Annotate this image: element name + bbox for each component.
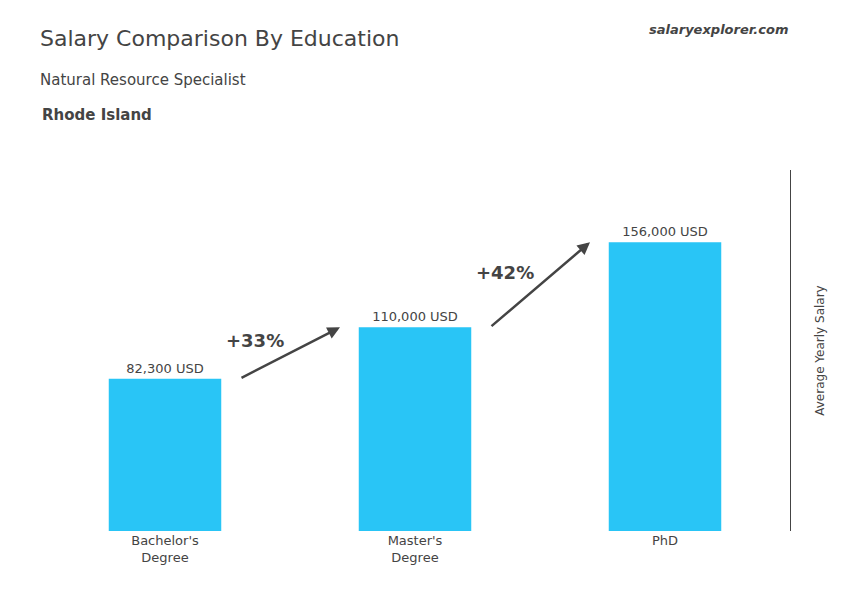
svg-text:PhD: PhD xyxy=(652,533,678,548)
svg-text:Rhode Island: Rhode Island xyxy=(42,106,152,124)
svg-text:Average Yearly Salary: Average Yearly Salary xyxy=(813,285,827,415)
svg-text:82,300 USD: 82,300 USD xyxy=(126,361,203,376)
svg-text:Master'sDegree: Master'sDegree xyxy=(388,533,443,565)
svg-text:Salary Comparison By Education: Salary Comparison By Education xyxy=(40,26,399,51)
svg-text:+33%: +33% xyxy=(226,330,284,351)
svg-text:Natural Resource Specialist: Natural Resource Specialist xyxy=(40,71,246,89)
svg-text:salaryexplorer.com: salaryexplorer.com xyxy=(649,22,788,37)
svg-text:+42%: +42% xyxy=(476,262,534,283)
svg-text:Bachelor'sDegree: Bachelor'sDegree xyxy=(131,533,199,565)
svg-text:110,000 USD: 110,000 USD xyxy=(372,309,458,324)
svg-text:156,000 USD: 156,000 USD xyxy=(622,224,708,239)
